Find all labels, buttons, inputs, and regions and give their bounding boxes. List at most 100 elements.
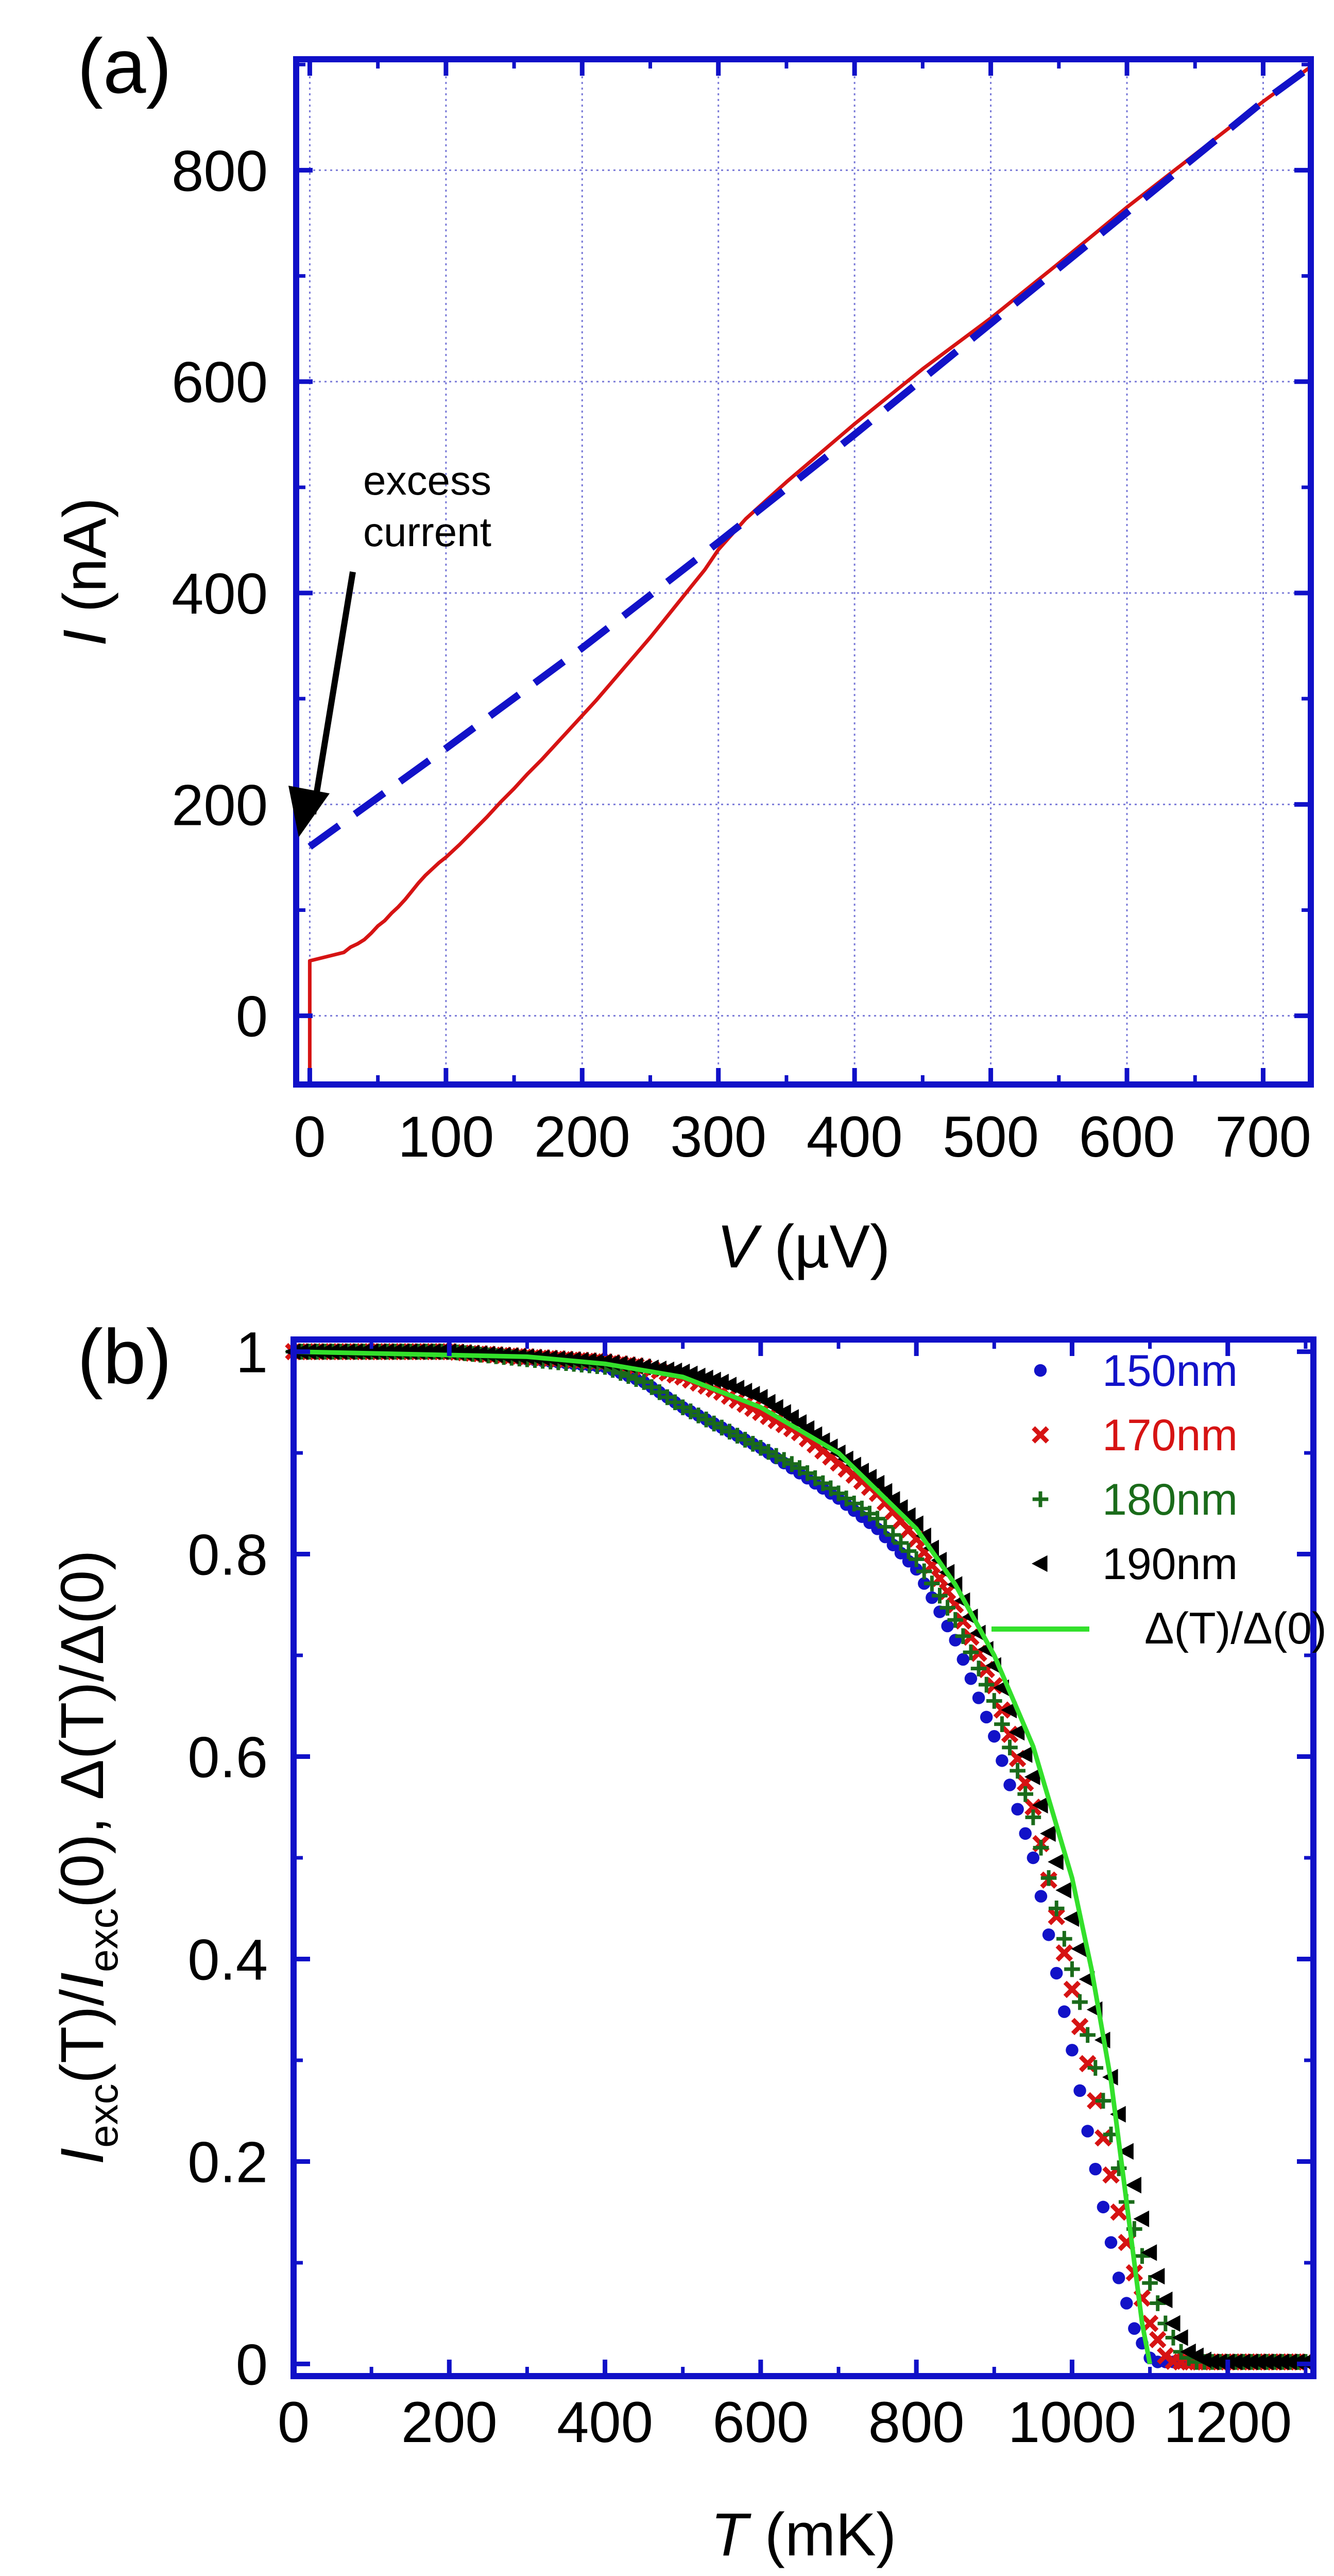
x-tick-label: 1000 <box>1008 2390 1136 2454</box>
point-150nm <box>972 1691 985 1704</box>
point-190nm <box>697 1369 713 1386</box>
point-170nm-stroke <box>1048 1908 1066 1925</box>
point-180nm <box>994 1716 1010 1732</box>
panel-b-y-axis-title: Iexc(T)/Iexc(0), Δ(T)/Δ(0) <box>48 1550 126 2164</box>
point-170nm-stroke <box>1063 1980 1081 1998</box>
point-170nm <box>1071 2018 1089 2036</box>
point-180nm <box>916 1563 932 1580</box>
point-190nm <box>1071 1940 1087 1957</box>
point-180nm <box>1064 1961 1080 1977</box>
x-tick-label: 600 <box>1079 1105 1175 1169</box>
point-190nm <box>681 1365 698 1382</box>
y-tick-label: 400 <box>172 562 268 626</box>
point-180nm <box>908 1551 925 1567</box>
x-tick-label: 400 <box>807 1105 903 1169</box>
point-180nm <box>893 1535 909 1551</box>
point-150nm <box>964 1672 978 1685</box>
point-150nm <box>1097 2200 1110 2214</box>
annotation-arrow-shaft <box>310 571 356 815</box>
y-tick-label: 1 <box>236 1320 268 1385</box>
point-150nm <box>980 1710 993 1724</box>
point-190nm <box>1141 2244 1157 2261</box>
point-170nm <box>1110 2203 1127 2221</box>
y-tick-label: 0.8 <box>187 1523 268 1587</box>
legend-item-150nm: 150nm <box>1034 1346 1238 1396</box>
point-180nm <box>1142 2275 1158 2291</box>
point-180nm <box>1040 1870 1057 1886</box>
point-190nm <box>1156 2291 1173 2309</box>
x-tick-label: 500 <box>943 1105 1039 1169</box>
x-tick-label: 200 <box>401 2390 498 2454</box>
legend-label: 180nm <box>1102 1475 1238 1524</box>
panel-a-iv-curve: (a) 0 100 200 300 400 500 600 700 0 200 400 600 800… <box>51 23 1314 1281</box>
point-190nm <box>689 1367 706 1384</box>
point-150nm <box>956 1653 970 1666</box>
legend-item-180nm: 180nm <box>1032 1475 1238 1524</box>
point-180nm <box>900 1543 917 1559</box>
y-tick-label: 0.2 <box>187 2130 268 2194</box>
point-150nm <box>1120 2297 1133 2310</box>
panel-a-y-axis-title: I (nA) <box>51 498 119 647</box>
x-tick-label: 700 <box>1215 1105 1311 1169</box>
point-150nm <box>941 1619 954 1633</box>
panel-b-excess-current-temperature: (b) 0 200 400 600 800 1000 1200 0 0.2 0.4 0.6 0.8 1… <box>48 1313 1327 2569</box>
panel-b-series <box>285 1343 1314 2371</box>
excess-current-annotation: excess current <box>288 457 491 837</box>
panel-b-legend: 150nm 170nm 180nm 190nm Δ(T)/Δ(0) <box>991 1346 1327 1653</box>
point-150nm <box>988 1730 1001 1743</box>
x-tick-label: 0 <box>278 2390 310 2454</box>
point-180nm <box>885 1527 901 1543</box>
point-180nm <box>620 1368 637 1384</box>
point-150nm <box>1081 2125 1094 2138</box>
point-150nm <box>1104 2236 1118 2249</box>
point-170nm-stroke <box>1032 1426 1049 1444</box>
point-180nm <box>1072 1994 1088 2010</box>
point-190nm <box>868 1475 885 1492</box>
legend-label: 150nm <box>1102 1346 1238 1396</box>
point-150nm <box>1034 1364 1047 1377</box>
point-190nm <box>1125 2177 1141 2194</box>
point-190nm <box>908 1515 923 1532</box>
x-tick-label: 300 <box>670 1105 766 1169</box>
point-150nm <box>1003 1778 1016 1791</box>
point-190nm <box>1040 1825 1056 1842</box>
point-190nm <box>884 1491 900 1508</box>
point-180nm <box>1025 1809 1041 1825</box>
point-170nm-stroke <box>1071 2018 1089 2036</box>
point-190nm <box>705 1371 721 1388</box>
point-190nm <box>1110 2106 1126 2123</box>
point-150nm <box>1089 2162 1102 2176</box>
point-180nm <box>986 1693 1002 1709</box>
panel-b-label: (b) <box>77 1313 172 1400</box>
x-tick-label: 0 <box>294 1105 326 1169</box>
point-150nm <box>1019 1827 1032 1840</box>
point-180nm <box>628 1371 644 1387</box>
point-190nm <box>1008 1724 1025 1741</box>
point-190nm <box>900 1507 916 1524</box>
point-180nm <box>939 1600 955 1616</box>
legend-label: 190nm <box>1102 1539 1238 1589</box>
series-line-gap-theory <box>293 1349 1153 2365</box>
point-190nm <box>1164 2315 1181 2332</box>
point-190nm <box>1048 1853 1064 1871</box>
x-tick-label: 800 <box>868 2390 965 2454</box>
point-180nm <box>1032 1491 1049 1507</box>
point-190nm <box>1063 1910 1080 1927</box>
point-150nm <box>1034 1890 1048 1903</box>
point-190nm <box>892 1499 908 1516</box>
point-170nm-stroke <box>1079 2055 1097 2073</box>
point-180nm <box>947 1612 964 1628</box>
legend-label: 170nm <box>1102 1411 1238 1460</box>
panel-b-ticks <box>291 1340 1313 2376</box>
point-170nm-stroke <box>1149 2331 1167 2349</box>
x-tick-label: 1200 <box>1164 2390 1292 2454</box>
point-180nm <box>970 1660 987 1676</box>
x-tick-label: 200 <box>534 1105 630 1169</box>
legend-label: Δ(T)/Δ(0) <box>1144 1604 1327 1653</box>
point-190nm <box>1016 1746 1033 1763</box>
y-tick-label: 0.4 <box>187 1927 268 1992</box>
point-190nm <box>1133 2210 1150 2227</box>
panel-b-x-axis-title: T (mK) <box>711 2501 896 2569</box>
point-180nm <box>924 1575 940 1591</box>
